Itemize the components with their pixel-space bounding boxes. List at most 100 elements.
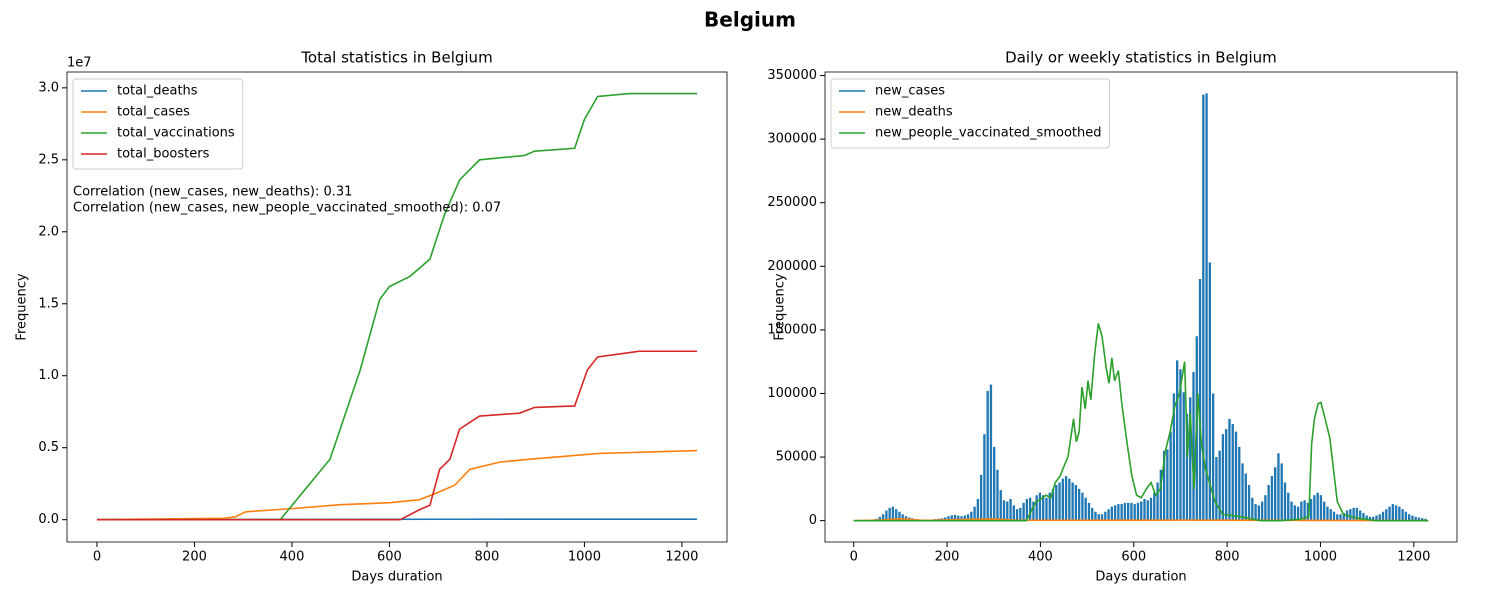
bar — [1110, 506, 1113, 521]
bar — [1162, 450, 1166, 521]
bar — [1051, 488, 1055, 521]
line — [96, 350, 698, 521]
bar — [999, 490, 1002, 521]
x-tick-label: 1200 — [665, 550, 698, 565]
bar — [944, 517, 947, 521]
bar — [1169, 431, 1172, 521]
bar — [1205, 93, 1208, 521]
x-tick-label: 800 — [1215, 550, 1240, 565]
bar — [1081, 492, 1084, 521]
bar — [1349, 509, 1352, 521]
bar — [1149, 497, 1153, 521]
y-offset-label: 1e7 — [67, 56, 92, 71]
bar — [1287, 492, 1290, 521]
bar — [1025, 499, 1029, 521]
bar — [1313, 495, 1316, 521]
bar — [1358, 510, 1362, 521]
bar — [901, 514, 904, 521]
bar — [1280, 463, 1283, 521]
bar — [1035, 495, 1038, 521]
bar — [1172, 393, 1176, 521]
bar — [1368, 516, 1372, 521]
bar — [1015, 509, 1019, 521]
x-tick-label: 400 — [1028, 550, 1053, 565]
bar — [1061, 478, 1064, 521]
y-tick-label: 250000 — [767, 195, 817, 210]
legend-box — [830, 78, 1110, 149]
axes-title: Total statistics in Belgium — [300, 49, 492, 67]
bar — [950, 515, 953, 521]
bar — [1283, 482, 1287, 521]
bar — [1202, 94, 1205, 521]
bar — [1381, 511, 1385, 521]
bar — [1378, 514, 1381, 521]
bar — [1215, 457, 1218, 521]
y-tick-label: 350000 — [767, 68, 817, 83]
y-tick-label: 2.5 — [38, 152, 59, 167]
bar — [1211, 393, 1215, 521]
x-tick-label: 600 — [377, 550, 402, 565]
bar — [1388, 506, 1391, 521]
bar — [1104, 511, 1107, 521]
bar — [1300, 501, 1303, 521]
bar — [1009, 499, 1012, 521]
axes-frame — [66, 71, 728, 543]
bar — [1421, 518, 1424, 521]
bar — [1234, 431, 1238, 521]
x-tick-label: 1000 — [568, 550, 601, 565]
bar — [1058, 482, 1061, 521]
axes-title: Daily or weekly statistics in Belgium — [1005, 49, 1277, 67]
y-tick-label: 0.0 — [38, 512, 59, 527]
bar — [1221, 434, 1225, 521]
bar — [1319, 495, 1323, 521]
bar — [1391, 504, 1394, 521]
x-tick-label: 600 — [1121, 550, 1146, 565]
bar — [970, 511, 973, 521]
y-tick-label: 50000 — [776, 450, 817, 465]
bar — [1084, 497, 1087, 521]
bar — [1277, 453, 1280, 521]
bar — [1045, 497, 1048, 521]
y-axis-label: Frequency — [773, 273, 788, 340]
bar — [1326, 506, 1329, 521]
bar — [891, 506, 895, 521]
bar — [1398, 506, 1401, 521]
y-tick-label: 300000 — [767, 132, 817, 147]
bar — [1019, 507, 1022, 521]
y-tick-label: 1.0 — [38, 368, 59, 383]
bar — [1146, 500, 1149, 521]
legend-box — [72, 78, 244, 170]
x-tick-label: 1000 — [1304, 550, 1337, 565]
legend-label: total_cases — [117, 105, 190, 120]
bar — [986, 390, 989, 521]
bar — [1231, 423, 1234, 521]
bar — [1362, 513, 1365, 521]
bar — [979, 474, 983, 521]
y-tick-label: 150000 — [767, 322, 817, 337]
bar — [1306, 502, 1310, 521]
bar — [1267, 485, 1270, 521]
legend: new_cases new_deaths new_people_vaccinated… — [830, 78, 1110, 149]
bar — [1068, 478, 1071, 521]
bar — [1375, 515, 1378, 521]
bar — [1417, 517, 1421, 521]
bar — [1257, 505, 1261, 521]
bar — [1342, 513, 1345, 521]
bar — [1038, 492, 1042, 521]
bar — [1411, 515, 1414, 521]
bar — [963, 515, 966, 521]
bar — [1074, 485, 1078, 521]
bar — [976, 499, 980, 521]
bar — [1404, 511, 1408, 521]
bar — [1176, 360, 1179, 521]
legend-label: total_deaths — [117, 84, 198, 99]
bar — [1254, 504, 1257, 521]
bar — [1117, 504, 1120, 521]
bar — [1424, 518, 1427, 521]
bar — [1407, 514, 1411, 521]
bar — [1087, 502, 1091, 521]
bar — [966, 514, 970, 521]
bar — [1156, 482, 1159, 521]
bar — [888, 507, 891, 521]
bar — [1094, 511, 1097, 521]
